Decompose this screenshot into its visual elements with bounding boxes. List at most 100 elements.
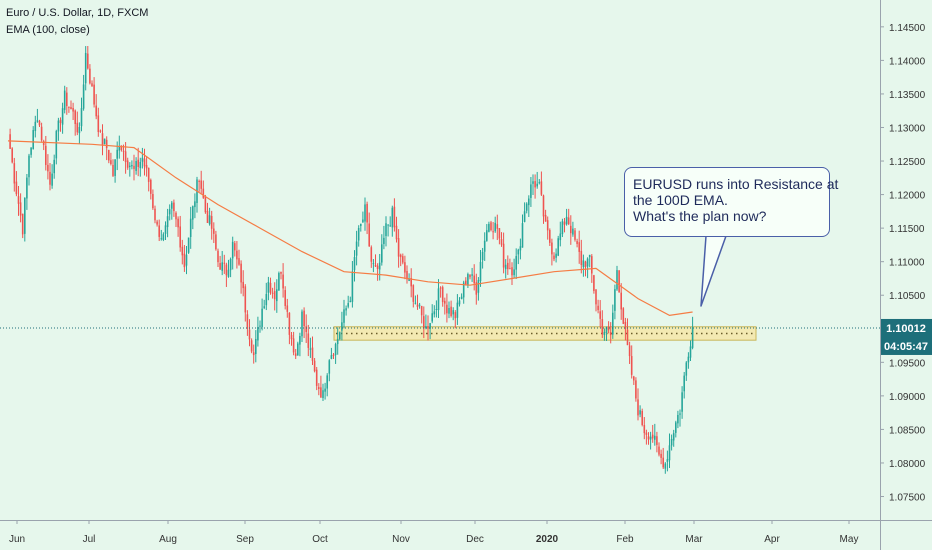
down-candle: [423, 306, 425, 339]
down-candle: [511, 262, 513, 285]
candle-body: [597, 305, 599, 311]
down-candle: [89, 64, 91, 85]
candle-body: [462, 282, 465, 298]
candle-body: [393, 206, 396, 228]
up-candle: [221, 250, 223, 276]
candle-body: [47, 164, 49, 172]
annotation-callout[interactable]: EURUSD runs into Resistance at the 100D …: [624, 167, 838, 237]
candle-body: [124, 151, 127, 163]
up-candle: [670, 434, 673, 451]
up-candle: [460, 293, 463, 300]
up-candle: [381, 234, 383, 266]
y-tick-label: 1.11000: [889, 258, 925, 269]
candle-body: [427, 326, 429, 329]
up-candle: [227, 259, 230, 278]
candle-body: [181, 246, 184, 256]
candle-body: [534, 181, 536, 188]
candle-body: [406, 270, 408, 280]
up-candle: [53, 154, 55, 179]
down-candle: [87, 45, 89, 70]
candle-body: [87, 53, 89, 69]
down-candle: [145, 156, 148, 177]
candle-body: [570, 225, 572, 234]
candle-body: [288, 312, 291, 335]
down-candle: [303, 307, 305, 339]
candle-body: [360, 223, 362, 227]
candle-body: [481, 251, 484, 261]
candle-body: [292, 338, 295, 353]
down-candle: [656, 431, 658, 453]
candle-body: [45, 145, 47, 165]
up-candle: [378, 253, 381, 281]
candle-body: [133, 165, 135, 169]
candle-body: [324, 388, 326, 392]
candle-body: [439, 287, 442, 289]
down-candle: [99, 129, 102, 133]
candle-body: [433, 311, 436, 315]
up-candle: [192, 205, 194, 230]
candle-body: [389, 225, 391, 227]
up-candle: [649, 431, 652, 450]
candle-body: [156, 221, 158, 225]
up-candle: [330, 347, 333, 360]
candle-body: [488, 223, 490, 232]
candle-body: [431, 313, 433, 322]
up-candle: [135, 157, 137, 175]
candle-body: [63, 90, 66, 110]
up-candle: [494, 216, 496, 233]
up-candle: [488, 221, 490, 233]
down-candle: [280, 271, 282, 280]
candle-body: [309, 348, 312, 350]
candle-body: [486, 230, 488, 241]
up-candle: [362, 211, 364, 223]
down-candle: [150, 178, 152, 200]
x-tick-label: Aug: [159, 534, 177, 545]
down-candle: [473, 264, 475, 291]
down-candle: [252, 344, 255, 364]
candle-body: [404, 262, 406, 273]
up-candle: [57, 117, 60, 141]
candle-body: [370, 247, 373, 262]
candle-body: [567, 217, 570, 225]
candle-body: [496, 224, 499, 229]
down-candle: [601, 310, 604, 339]
candle-body: [345, 308, 347, 311]
candle-body: [336, 338, 339, 345]
down-candle: [454, 310, 457, 329]
up-candle: [55, 129, 58, 165]
candle-body: [84, 52, 87, 84]
candle-body: [101, 133, 104, 145]
candle-body: [578, 242, 580, 252]
down-candle: [17, 186, 20, 216]
up-candle: [194, 193, 196, 219]
support-zone: [333, 326, 757, 341]
up-candle: [51, 164, 53, 189]
candle-body: [465, 280, 467, 285]
candle-body: [410, 278, 412, 287]
down-candle: [158, 219, 160, 242]
down-candle: [311, 336, 314, 366]
candle-body: [563, 221, 566, 225]
down-candle: [45, 135, 47, 171]
down-candle: [143, 148, 146, 176]
candle-body: [355, 241, 358, 256]
up-candle: [80, 97, 83, 132]
down-candle: [97, 107, 100, 137]
up-candle: [654, 423, 656, 446]
candle-body: [519, 246, 522, 251]
x-tick-label: Apr: [764, 534, 780, 545]
candle-body: [689, 346, 692, 358]
down-candle: [42, 139, 45, 151]
down-candle: [406, 265, 408, 284]
candle-body: [55, 131, 58, 159]
down-candle: [490, 220, 492, 232]
up-candle: [349, 296, 352, 303]
candle-body: [217, 250, 219, 263]
candle-body: [383, 237, 385, 245]
candle-body: [544, 214, 547, 222]
down-candle: [635, 377, 637, 402]
down-candle: [248, 319, 251, 347]
down-candle: [156, 219, 158, 227]
